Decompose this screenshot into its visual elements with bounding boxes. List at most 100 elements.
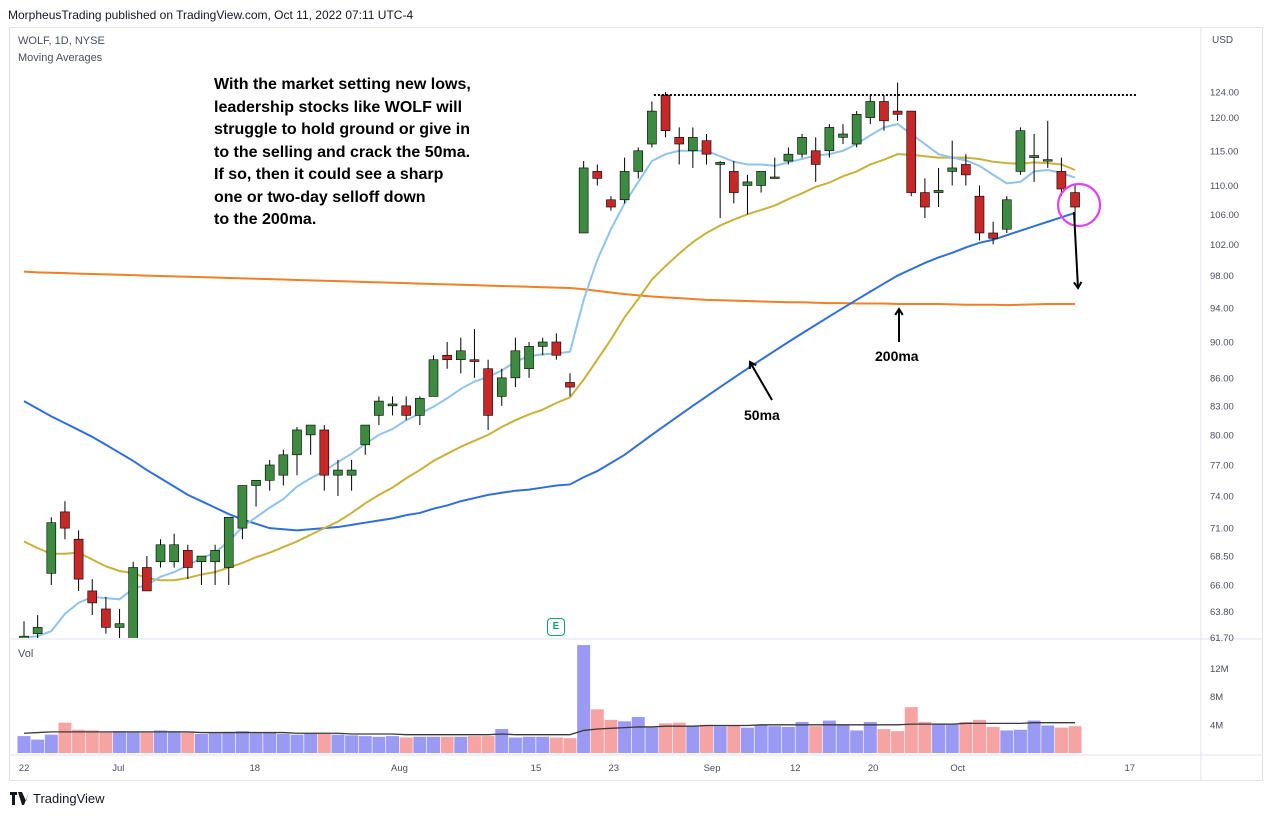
candle-up [947, 167, 958, 172]
time-tick-label: Oct [950, 763, 965, 774]
candle-up [1029, 155, 1039, 158]
candle-down [879, 101, 889, 122]
ma50-label: 50ma [744, 407, 780, 423]
volume-bar [1013, 729, 1027, 753]
volume-bar [713, 726, 727, 753]
candle-down [988, 232, 998, 239]
time-tick-label: 15 [531, 763, 542, 774]
volume-bar [973, 719, 986, 753]
volume-bar [208, 733, 222, 753]
annotation-line: struggle to hold ground or give in [214, 121, 470, 138]
candle-up [455, 350, 466, 361]
candle-up [510, 350, 521, 379]
volume-bar [1041, 725, 1055, 753]
candle-up [1001, 199, 1012, 230]
volume-bar [1068, 726, 1082, 753]
ma200-pointer-arrow [894, 307, 904, 342]
volume-ma-line [23, 722, 1076, 736]
indicator-legend[interactable]: Moving Averages [18, 52, 103, 64]
candle-up [223, 516, 234, 568]
candle-up [1042, 159, 1053, 162]
volume-bar [72, 729, 86, 753]
volume-bar [399, 737, 413, 753]
volume-bar [276, 733, 290, 753]
price-tick-label: 86.00 [1210, 373, 1234, 384]
candle-up [128, 567, 138, 638]
ma200-label: 200ma [875, 348, 919, 364]
volume-bar [1027, 720, 1041, 753]
highlight-circle [1056, 182, 1102, 228]
candle-up [647, 110, 657, 145]
candle-down [906, 110, 917, 193]
volume-bar [768, 726, 782, 753]
candle-down [73, 538, 84, 580]
volume-tick-label: 8M [1210, 692, 1223, 703]
candle-up [46, 522, 57, 574]
candle-up [305, 424, 316, 436]
price-tick-label: 83.00 [1210, 401, 1234, 412]
volume-bar [577, 645, 591, 753]
volume-bar [467, 736, 481, 753]
volume-tick-label: 12M [1210, 664, 1229, 675]
volume-bar [194, 733, 208, 753]
chart-frame [9, 27, 1263, 781]
volume-bar [822, 720, 836, 753]
volume-bar [31, 739, 45, 753]
volume-bar [945, 724, 959, 753]
volume-pane-label[interactable]: Vol [18, 648, 34, 660]
volume-bar [331, 734, 345, 753]
candle-down [319, 429, 330, 476]
volume-bar [850, 730, 864, 753]
volume-bar [440, 736, 454, 753]
candle-up [742, 181, 753, 186]
volume-bar [686, 725, 700, 753]
footer-brand-text: TradingView [33, 791, 105, 806]
volume-bar [154, 730, 167, 753]
price-tick-label: 66.00 [1210, 581, 1234, 592]
price-tick-label: 68.50 [1210, 552, 1234, 563]
candle-up [114, 623, 125, 628]
candle-down [483, 368, 493, 416]
candle-up [824, 127, 835, 152]
volume-layer [17, 645, 1082, 753]
volume-bar [836, 725, 850, 753]
candle-down [142, 567, 152, 592]
volume-bar [495, 729, 509, 753]
annotation-line: to the selling and crack the 50ma. [214, 143, 471, 161]
candle-up [292, 429, 302, 456]
volume-bar [58, 722, 72, 753]
volume-bar [167, 731, 181, 753]
price-tick-label: 74.00 [1210, 491, 1234, 502]
volume-bar [113, 731, 127, 753]
candle-down [101, 608, 111, 628]
symbol-info[interactable]: WOLF, 1D, NYSE [18, 35, 105, 47]
price-tick-label: 94.00 [1210, 304, 1234, 315]
candle-up [838, 133, 848, 138]
candle-up [278, 454, 289, 476]
moving-average-layer [23, 123, 1076, 638]
volume-bar [508, 737, 522, 753]
candle-down [606, 199, 616, 208]
candle-up [756, 171, 766, 186]
candle-up [264, 464, 275, 481]
price-tick-label: 80.00 [1210, 430, 1234, 441]
volume-bar [986, 726, 1000, 753]
price-tick-label: 124.00 [1210, 88, 1239, 99]
time-tick-label: 20 [868, 763, 879, 774]
publisher-header: MorpheusTrading published on TradingView… [8, 8, 414, 22]
volume-bar [659, 723, 673, 753]
down-arrow [1073, 211, 1083, 290]
ma20-line [23, 153, 1076, 582]
volume-bar [536, 736, 550, 753]
volume-bar [372, 736, 386, 753]
footer-brand[interactable]: TradingView [10, 791, 105, 806]
candle-up [633, 150, 644, 172]
volume-bar [17, 736, 31, 753]
candle-down [892, 110, 903, 115]
volume-bar [795, 721, 809, 753]
volume-bar [304, 733, 318, 753]
earnings-marker[interactable]: E [547, 618, 565, 636]
annotation-line: one or two-day selloff down [214, 188, 426, 206]
volume-bar [345, 735, 359, 753]
